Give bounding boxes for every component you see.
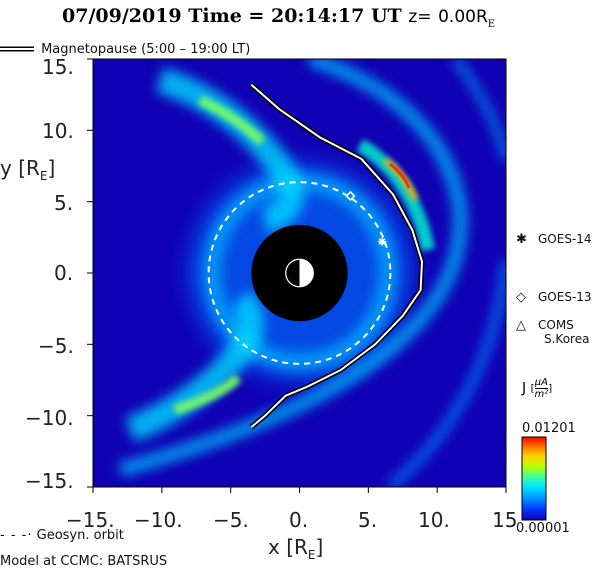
y-tick-label: −10.	[25, 406, 74, 430]
colorbar-max-label: 0.01201	[522, 421, 576, 436]
dayside-current-max	[389, 162, 411, 189]
legend-coms-label: COMS	[538, 318, 574, 332]
goes-14-asterisk-stroke	[378, 238, 386, 245]
colorbar-unit-num: μA	[534, 377, 549, 389]
title-date: 07/09/2019	[62, 5, 182, 27]
goes-13-diamond	[345, 190, 356, 202]
magnetopause-legend-swatch	[0, 46, 34, 51]
magnetopause-legend: Magnetopause (5:00 – 19:00 LT)	[0, 38, 250, 57]
geosync-legend: - - -· Geosyn. orbit	[0, 528, 124, 543]
triangle-icon: △	[516, 318, 526, 333]
colorbar-title: J [ μA m² ]	[522, 377, 553, 400]
dashed-line-icon: - - -·	[0, 528, 33, 543]
x-tick-label: 0.	[289, 508, 309, 532]
title-time: 20:14:17	[270, 5, 365, 27]
asterisk-icon: ✱	[516, 232, 527, 247]
x-axis-label: x [RE]	[268, 535, 324, 562]
geosync-orbit	[207, 181, 392, 365]
legend-goes-14: ✱ GOES-14	[516, 232, 592, 247]
y-axis-label: y [RE]	[0, 156, 56, 183]
x-axis-ticks	[92, 487, 507, 493]
title-z-label: z=	[408, 7, 432, 27]
colorbar	[521, 436, 547, 521]
x-tick-label: 15	[492, 508, 518, 532]
colorbar-unit-den: m²	[534, 389, 549, 400]
legend-goes-14-label: GOES-14	[538, 232, 592, 246]
lower-wing-core	[173, 374, 242, 415]
far-arc-top	[451, 59, 506, 161]
diamond-icon: ◇	[516, 290, 526, 305]
goes-14-marker	[378, 237, 387, 246]
colorbar-symbol: J	[522, 380, 527, 397]
y-tick-label: −15.	[25, 469, 74, 493]
y-tick-label: 0.	[54, 261, 74, 285]
x-tick-label: 5.	[358, 508, 378, 532]
lower-wing	[125, 290, 264, 443]
dayside-current	[356, 138, 435, 252]
x-tick-label: −5.	[213, 508, 249, 532]
y-tick-label: 15.	[42, 55, 74, 79]
y-tick-label: −5.	[38, 334, 74, 358]
legend-coms: △ COMS	[516, 318, 574, 333]
x-tick-label: −10.	[134, 508, 183, 532]
plot-title: 07/09/2019 Time = 20:14:17 UT z= 0.00RE	[62, 5, 495, 30]
x-tick-label: −15.	[66, 508, 115, 532]
magnetopause-legend-label: Magnetopause (5:00 – 19:00 LT)	[41, 42, 251, 57]
goes-13-marker	[345, 190, 356, 202]
title-z-value: 0.00R	[438, 7, 488, 27]
upper-wing	[156, 67, 305, 233]
title-time-label: Time =	[188, 5, 265, 27]
far-arc	[386, 259, 506, 487]
y-tick-label: 10.	[42, 119, 74, 143]
legend-goes-13-label: GOES-13	[538, 290, 592, 304]
title-z-sub: E	[487, 18, 496, 30]
geosync-legend-label: Geosyn. orbit	[36, 528, 124, 543]
upper-wing-core	[197, 95, 266, 146]
model-credit: Model at CCMC: BATSRUS	[0, 554, 168, 569]
magnetopause-line-inner	[250, 83, 423, 428]
colorbar-min-label: 0.00001	[516, 521, 570, 536]
legend-coms-sublabel: S.Korea	[544, 332, 590, 346]
title-time-unit: UT	[370, 5, 402, 27]
y-tick-label: 5.	[54, 191, 74, 215]
y-axis-ticks	[87, 58, 93, 488]
legend-goes-13: ◇ GOES-13	[516, 290, 592, 305]
earth-icon	[285, 258, 314, 288]
earth-dayside	[299, 259, 314, 287]
x-tick-label: 10.	[418, 508, 450, 532]
